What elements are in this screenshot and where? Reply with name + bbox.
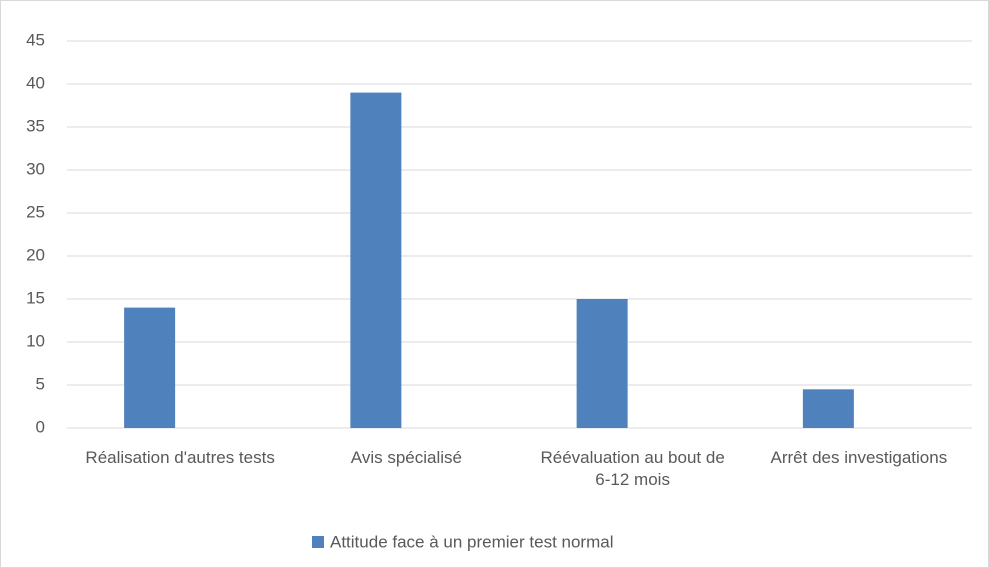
x-tick-label: Arrêt des investigations xyxy=(770,448,948,467)
bar xyxy=(350,92,402,428)
y-tick-label: 0 xyxy=(36,417,45,436)
x-tick-label: Avis spécialisé xyxy=(350,448,462,467)
legend-label: Attitude face à un premier test normal xyxy=(330,532,613,551)
bar xyxy=(124,307,176,428)
y-tick-label: 30 xyxy=(26,159,45,178)
x-tick-label: Réalisation d'autres tests xyxy=(85,448,275,467)
bar xyxy=(802,389,854,428)
y-tick-label: 10 xyxy=(26,331,45,350)
y-tick-label: 20 xyxy=(26,245,45,264)
y-tick-label: 25 xyxy=(26,202,45,221)
legend-swatch xyxy=(312,536,324,548)
y-tick-label: 35 xyxy=(26,116,45,135)
y-tick-label: 45 xyxy=(26,30,45,49)
x-tick-label: Réévaluation au bout de 6-12 mois xyxy=(540,448,725,489)
y-tick-label: 5 xyxy=(36,374,45,393)
bar xyxy=(576,299,628,428)
y-tick-label: 40 xyxy=(26,73,45,92)
y-tick-label: 15 xyxy=(26,288,45,307)
